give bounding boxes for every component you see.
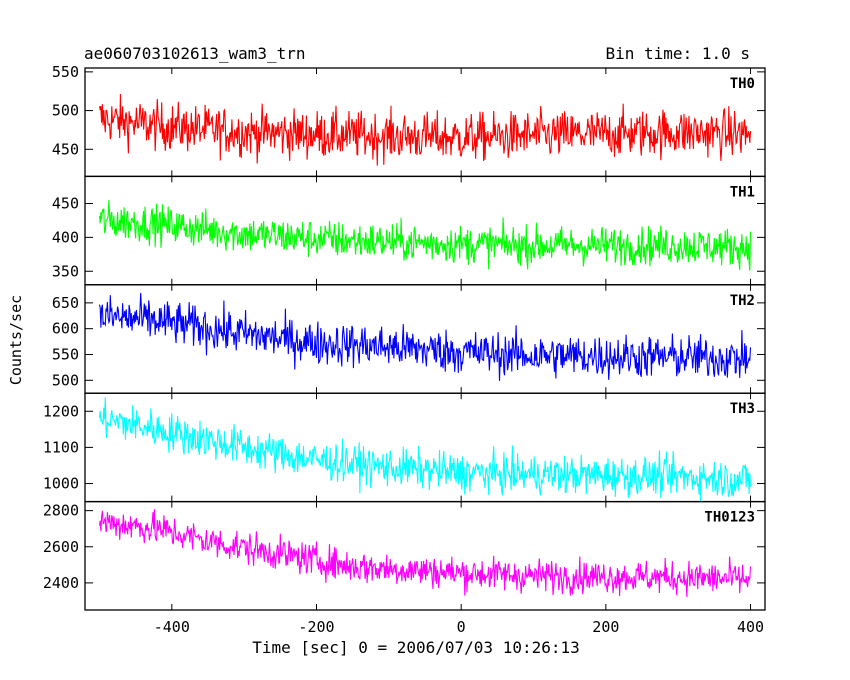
- y-tick-label: 1000: [43, 475, 79, 493]
- panel-label-th1: TH1: [730, 184, 755, 200]
- series-line-th3: [98, 397, 752, 502]
- panel-label-th2: TH2: [730, 293, 755, 309]
- plot-title: ae060703102613_wam3_trn: [84, 44, 306, 63]
- panel-label-th0: TH0: [730, 76, 755, 92]
- x-tick-label: -200: [298, 618, 334, 636]
- y-tick-label: 500: [52, 102, 79, 120]
- y-axis-label: Counts/sec: [7, 294, 25, 386]
- x-tick-label: 200: [592, 618, 619, 636]
- y-tick-label: 400: [52, 228, 79, 246]
- y-tick-label: 450: [52, 140, 79, 158]
- y-tick-label: 2800: [43, 502, 79, 520]
- series-line-th0: [98, 93, 752, 166]
- y-tick-label: 550: [52, 63, 79, 81]
- y-tick-label: 1100: [43, 438, 79, 456]
- panel-label-th3: TH3: [730, 401, 755, 417]
- y-tick-label: 350: [52, 262, 79, 280]
- series-line-th1: [98, 200, 752, 271]
- y-tick-label: 500: [52, 371, 79, 389]
- y-tick-label: 2600: [43, 538, 79, 556]
- bin-time-label: Bin time: 1.0 s: [605, 44, 751, 63]
- y-tick-label: 550: [52, 345, 79, 363]
- y-tick-label: 2400: [43, 574, 79, 592]
- y-tick-label: 650: [52, 294, 79, 312]
- x-tick-label: 0: [457, 618, 466, 636]
- panel-frame: [84, 284, 766, 394]
- series-line-th0123: [98, 509, 752, 598]
- x-tick-label: -400: [154, 618, 190, 636]
- x-tick-label: 400: [737, 618, 764, 636]
- y-tick-label: 450: [52, 195, 79, 213]
- panel-frame: [84, 500, 766, 611]
- series-line-th2: [98, 292, 752, 381]
- y-tick-label: 600: [52, 320, 79, 338]
- panel-label-th0123: TH0123: [704, 510, 755, 526]
- y-tick-label: 1200: [43, 402, 79, 420]
- x-axis-label: Time [sec] 0 = 2006/07/03 10:26:13: [252, 638, 580, 657]
